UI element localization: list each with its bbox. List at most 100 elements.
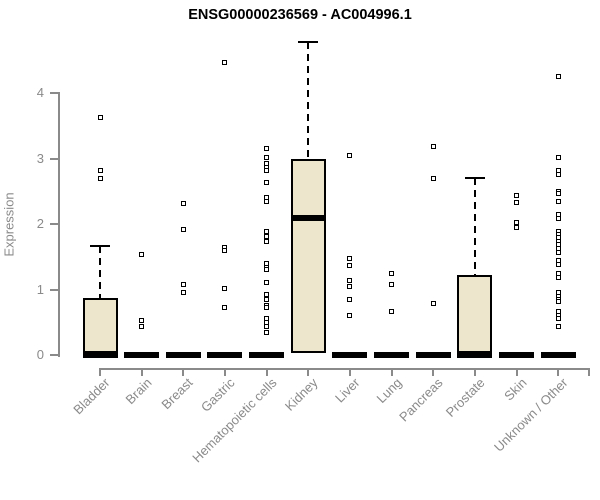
x-axis-tick [307, 368, 310, 376]
outlier-point [555, 257, 561, 263]
whisker-line [307, 41, 310, 160]
outlier-point [514, 225, 519, 231]
outlier-point [222, 247, 228, 253]
outlier-point [264, 324, 270, 330]
median-line [207, 351, 243, 358]
chart-title: ENSG00000236569 - AC004996.1 [188, 7, 412, 23]
outlier-point [555, 191, 561, 197]
x-axis-tick [348, 368, 351, 376]
outlier-point [389, 308, 395, 314]
median-line [415, 351, 451, 358]
outlier-point [180, 227, 186, 233]
outlier-point [264, 154, 270, 160]
y-tick-label: 1 [36, 281, 44, 297]
outlier-point [555, 215, 561, 221]
y-axis-line [58, 92, 60, 357]
outlier-point [264, 304, 270, 310]
outlier-point [430, 176, 436, 182]
outlier-point [347, 263, 353, 269]
outlier-point [97, 175, 103, 181]
outlier-point [555, 74, 561, 80]
outlier-point [264, 280, 270, 286]
outlier-point [264, 330, 270, 336]
outlier-point [180, 289, 186, 295]
outlier-point [555, 199, 561, 205]
outlier-point [222, 285, 228, 291]
x-axis-end-tick [588, 368, 590, 376]
y-tick-label: 0 [36, 347, 44, 362]
median-line [457, 351, 493, 358]
outlier-point [555, 324, 561, 330]
outlier-point [514, 219, 519, 225]
x-axis-tick [390, 368, 393, 376]
median-line [124, 351, 160, 358]
outlier-point [222, 59, 228, 65]
x-axis-tick [432, 368, 435, 376]
outlier-point [264, 199, 270, 205]
outlier-point [514, 199, 519, 205]
y-tick-label: 2 [36, 216, 44, 231]
outlier-point [264, 179, 270, 185]
outlier-point [264, 167, 270, 173]
outlier-point [264, 297, 270, 303]
x-axis-tick [473, 368, 476, 376]
y-axis-tick [50, 223, 58, 225]
outlier-point [264, 229, 270, 235]
x-axis-tick [99, 368, 101, 376]
box [82, 298, 118, 353]
outlier-point [264, 239, 270, 245]
outlier-point [222, 305, 228, 311]
y-axis-tick [50, 288, 58, 291]
median-line [332, 351, 368, 358]
outlier-point [347, 255, 353, 261]
median-line [290, 214, 326, 221]
box [290, 159, 326, 353]
whisker-cap [464, 177, 485, 180]
outlier-point [264, 292, 270, 298]
outlier-point [555, 274, 561, 280]
outlier-point [389, 282, 395, 288]
whisker-line [473, 178, 476, 276]
x-axis-tick [557, 368, 560, 376]
median-line [374, 351, 410, 358]
median-line [165, 351, 201, 358]
outlier-point [139, 323, 145, 329]
outlier-point [97, 114, 103, 120]
outlier-point [139, 317, 145, 323]
outlier-point [555, 262, 561, 268]
outlier-point [430, 300, 436, 306]
outlier-point [514, 192, 519, 198]
median-line [249, 351, 285, 358]
x-axis-tick [223, 368, 226, 376]
outlier-point [555, 249, 561, 255]
outlier-point [430, 143, 436, 149]
box [457, 275, 493, 353]
whisker-cap [90, 245, 110, 248]
y-axis-tick [50, 157, 58, 160]
outlier-point [555, 167, 561, 173]
outlier-point [347, 313, 353, 319]
outlier-point [139, 252, 145, 258]
outlier-point [555, 299, 561, 305]
whisker-line [99, 246, 101, 298]
outlier-point [180, 282, 186, 288]
median-line [499, 351, 534, 358]
y-tick-label: 3 [36, 150, 44, 166]
outlier-point [555, 172, 561, 178]
outlier-point [347, 296, 353, 302]
median-line [540, 351, 576, 358]
outlier-point [264, 233, 270, 239]
outlier-point [389, 270, 395, 276]
outlier-point [347, 278, 353, 284]
y-tick-label: 4 [36, 85, 44, 100]
outlier-point [555, 315, 561, 321]
whisker-cap [298, 40, 319, 43]
y-axis-tick [50, 354, 58, 356]
outlier-point [264, 267, 270, 273]
x-axis-line [99, 368, 590, 370]
median-line [82, 351, 118, 358]
outlier-point [555, 154, 561, 160]
outlier-point [264, 315, 270, 321]
